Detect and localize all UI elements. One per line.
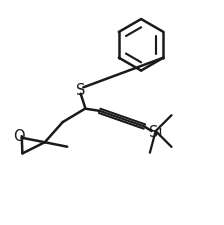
Text: S: S <box>76 83 85 98</box>
Text: Si: Si <box>149 124 162 139</box>
Text: O: O <box>13 128 25 143</box>
